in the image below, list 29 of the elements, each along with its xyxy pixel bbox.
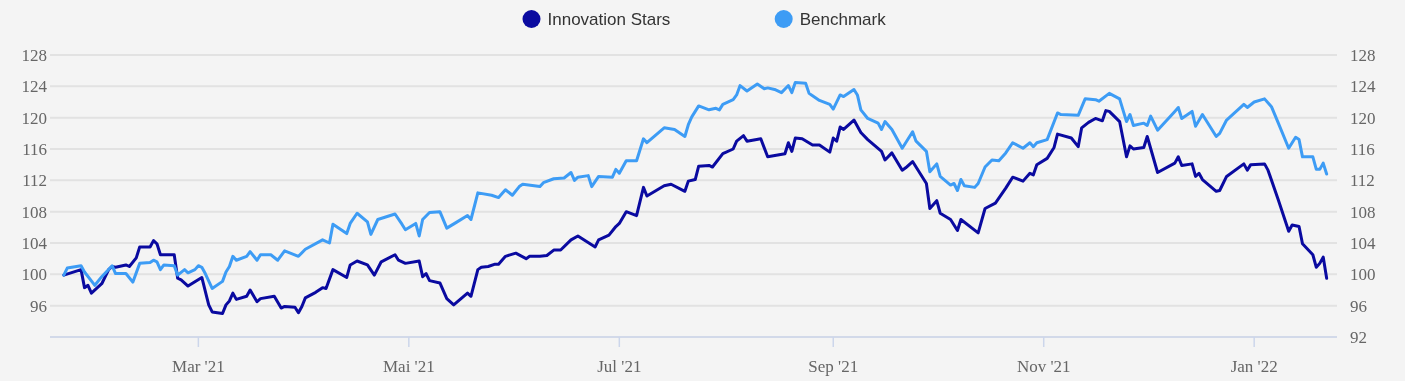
line-series bbox=[62, 109, 1329, 315]
y2-tick-label: 120 bbox=[1350, 108, 1376, 128]
y-tick-label: 96 bbox=[30, 296, 47, 316]
y2-tick-label: 124 bbox=[1350, 77, 1376, 97]
y-tick-label: 108 bbox=[21, 202, 47, 222]
legend-label: Benchmark bbox=[799, 10, 887, 29]
x-tick-label: Mai '21 bbox=[382, 357, 435, 376]
y-tick-label: 124 bbox=[21, 77, 48, 97]
y2-tick-label: 128 bbox=[1350, 46, 1376, 65]
y2-tick-label: 108 bbox=[1350, 202, 1376, 222]
y-tick-label: 112 bbox=[22, 171, 47, 191]
x-tick-label: Nov '21 bbox=[1016, 357, 1071, 376]
y-tick-label: 128 bbox=[21, 46, 47, 65]
y2-tick-label: 92 bbox=[1350, 328, 1367, 347]
y2-tick-label: 96 bbox=[1350, 296, 1367, 316]
y2-tick-label: 116 bbox=[1350, 140, 1375, 159]
y-tick-label: 120 bbox=[21, 108, 47, 128]
y2-tick-label: 100 bbox=[1350, 265, 1376, 285]
x-tick-label: Jan '22 bbox=[1230, 357, 1278, 376]
y-tick-label: 116 bbox=[22, 140, 47, 159]
y2-tick-label: 104 bbox=[1350, 234, 1376, 253]
legend-label: Innovation Stars bbox=[547, 10, 671, 29]
x-tick-label: Jul '21 bbox=[597, 357, 642, 376]
line-series bbox=[62, 80, 1329, 290]
y-tick-label: 104 bbox=[21, 234, 48, 253]
x-tick-label: Mar '21 bbox=[172, 357, 225, 376]
x-tick-label: Sep '21 bbox=[808, 357, 859, 376]
y2-tick-label: 112 bbox=[1350, 171, 1375, 191]
y-tick-label: 100 bbox=[21, 265, 47, 285]
